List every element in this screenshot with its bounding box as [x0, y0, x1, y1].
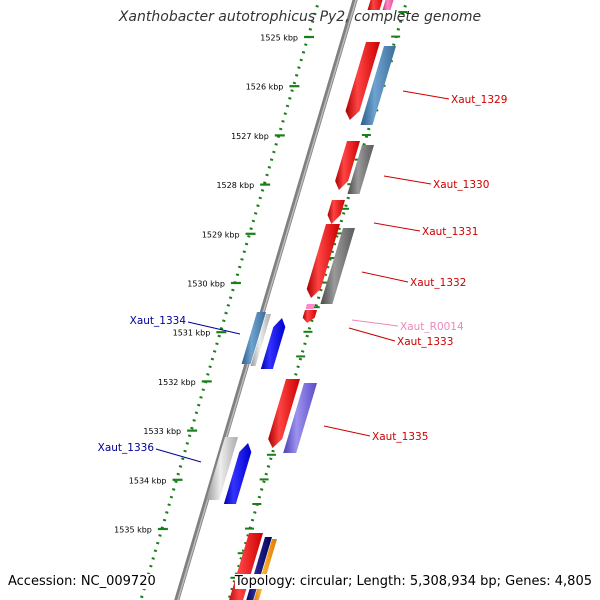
gene-leader-line	[383, 175, 432, 185]
gene-leader-line	[348, 327, 396, 342]
gene-feature-box	[360, 46, 396, 125]
gene-label[interactable]: Xaut_1336	[98, 442, 155, 454]
ruler-tick-label: 1530 kbp	[187, 280, 225, 289]
gene-arrow-forward	[367, 0, 383, 10]
ruler-tick-label: 1528 kbp	[216, 181, 254, 190]
accession-label: Accession: NC_009720	[8, 574, 156, 589]
ruler-tick-label: 1535 kbp	[114, 526, 152, 535]
gene-leader-line	[323, 425, 371, 437]
gene-leader-line	[351, 319, 399, 327]
gene-label[interactable]: Xaut_1332	[410, 277, 466, 289]
gene-label[interactable]: Xaut_R0014	[400, 321, 464, 333]
gene-label[interactable]: Xaut_1330	[433, 179, 489, 191]
backbone-highlight	[177, 0, 357, 600]
gene-features	[206, 0, 396, 600]
rna-feature	[305, 304, 315, 309]
gene-labels: Xaut_1329 Xaut_1330 Xaut_1331 Xaut_1332 Xaut…	[98, 90, 507, 463]
gene-arrow-reverse	[223, 443, 252, 504]
gene-feature-box	[347, 145, 374, 194]
gene-leader-line	[373, 222, 421, 232]
ruler-tick-label: 1531 kbp	[173, 329, 211, 338]
ruler-tick-label: 1526 kbp	[246, 83, 284, 92]
gene-arrow-forward	[268, 379, 300, 448]
gene-leader-line	[361, 271, 409, 283]
gene-label[interactable]: Xaut_1333	[397, 336, 453, 348]
gene-arrow-rna	[382, 0, 394, 10]
ruler-tick-label: 1533 kbp	[143, 427, 181, 436]
ruler-tick-label: 1527 kbp	[231, 132, 269, 141]
ruler-line-left	[139, 0, 321, 600]
gene-feature-box	[206, 437, 238, 500]
gene-arrow-forward	[327, 200, 345, 224]
genome-title: Xanthobacter autotrophicus Py2, complete…	[118, 9, 482, 25]
gene-leader-line	[187, 321, 241, 335]
ruler-tick-label: 1529 kbp	[202, 230, 240, 239]
gene-label[interactable]: Xaut_1334	[130, 315, 187, 327]
gene-arrow-forward	[335, 141, 360, 190]
gene-label[interactable]: Xaut_1335	[372, 431, 428, 443]
ruler-tick-label: 1534 kbp	[129, 476, 167, 485]
gene-label[interactable]: Xaut_1329	[451, 94, 507, 106]
gene-arrow-forward	[345, 42, 380, 120]
gene-leader-line	[402, 90, 450, 100]
genome-backbone	[174, 0, 358, 600]
gene-arrow-forward	[306, 224, 340, 298]
gene-feature-box	[241, 312, 266, 364]
gene-arrow-forward	[302, 310, 317, 323]
topology-summary: Topology: circular; Length: 5,308,934 bp…	[234, 574, 592, 589]
ruler-tick-label: 1525 kbp	[260, 34, 298, 43]
gene-label[interactable]: Xaut_1331	[422, 226, 478, 238]
backbone-line	[174, 0, 358, 600]
ruler-tick-label: 1532 kbp	[158, 378, 196, 387]
gene-arrow-reverse	[260, 318, 286, 369]
gene-feature-box	[283, 383, 317, 453]
gene-feature-box	[250, 314, 271, 366]
gene-feature-box	[320, 228, 355, 304]
gene-leader-line	[155, 448, 202, 463]
